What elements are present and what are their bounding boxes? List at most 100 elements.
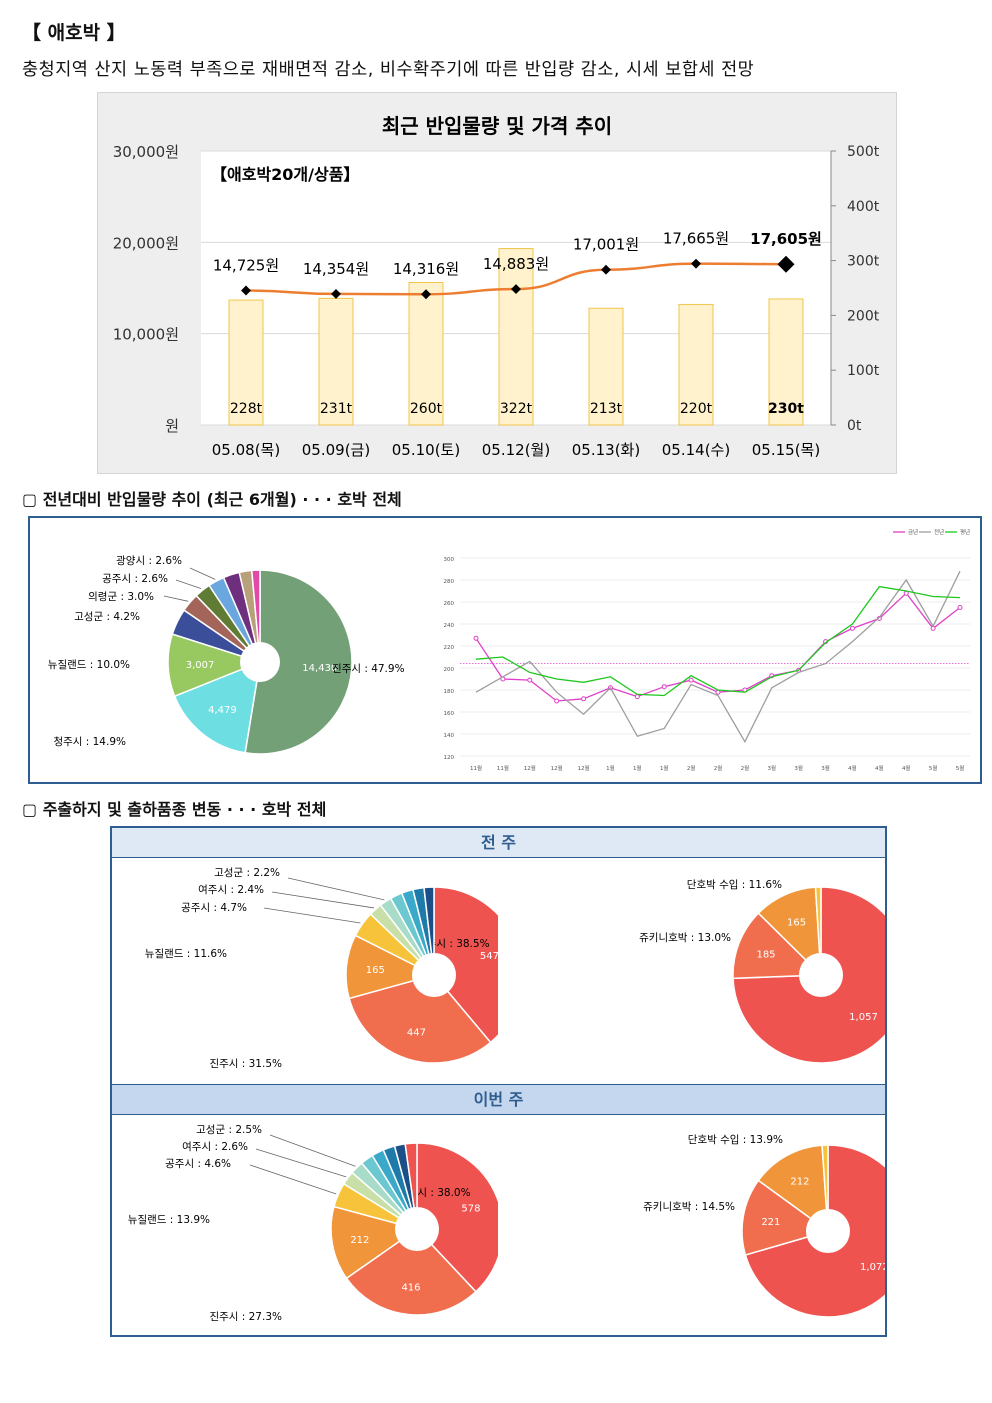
inset-label: 【애호박20개/상품】 <box>211 165 359 184</box>
series-point <box>527 677 533 683</box>
x-tick-label: 4월 <box>902 764 911 772</box>
series-point <box>473 635 479 641</box>
slice-label: 고성군 : 2.2% <box>214 867 280 879</box>
x-tick-label: 12월 <box>524 764 536 772</box>
leader-line <box>175 579 202 590</box>
pie-hole <box>240 642 280 682</box>
y-right-tick-label: 200t <box>847 308 880 324</box>
y-right-tick-label: 0t <box>847 418 862 434</box>
section-title-volume-trend: ▢ 전년대비 반입물량 추이 (최근 6개월) · · · 호박 전체 <box>22 490 402 509</box>
slice-value-label: 212 <box>790 1176 809 1187</box>
slice-value-label: 1,057 <box>849 1012 878 1023</box>
price-marker <box>241 285 251 296</box>
price-label: 17,665원 <box>663 230 729 248</box>
price-marker <box>511 284 521 295</box>
x-tick-label: 05.09(금) <box>302 441 370 459</box>
x-tick-label: 1월 <box>606 764 615 772</box>
y-left-tick-label: 원 <box>165 417 179 435</box>
legend-label: 평년 <box>960 528 970 536</box>
series-point <box>688 677 694 683</box>
x-tick-label: 05.14(수) <box>662 441 730 459</box>
slice-value-label: 212 <box>350 1235 369 1246</box>
pie-slice <box>741 1179 830 1256</box>
slice-label: 의령군 : 3.0% <box>88 591 154 603</box>
series-line <box>475 592 961 702</box>
slice-label: 뉴질랜드 : 10.0% <box>48 659 130 671</box>
slice-value-label: 547 <box>480 951 498 962</box>
pie-hole <box>395 1207 439 1251</box>
pie-slice <box>814 886 822 976</box>
price-volume-chart: 최근 반입물량 및 가격 추이원 10,000원 20,000원 30,000원 0t 1… <box>113 114 880 459</box>
y-tick-label: 180 <box>444 689 455 695</box>
slice-label: 공주시 : 4.6% <box>165 1158 231 1170</box>
slice-label: 쥬키니호박 : 14.5% <box>643 1201 735 1213</box>
x-tick-label: 1월 <box>660 764 669 772</box>
slice-value-label: 578 <box>461 1204 480 1215</box>
leader-line <box>287 877 385 901</box>
slice-value-label: 185 <box>756 950 775 961</box>
legend-label: 금년 <box>908 528 918 536</box>
slice-label: 진주시 : 31.5% <box>209 1058 282 1070</box>
volume-bar <box>228 299 264 426</box>
volume-bar <box>678 303 714 426</box>
leader-line <box>189 567 216 580</box>
prev-week-band: 전 주 <box>112 828 885 858</box>
slice-value-label: 165 <box>787 917 806 928</box>
y-tick-label: 240 <box>444 623 455 629</box>
x-tick-label: 1월 <box>633 764 642 772</box>
page-subtitle: 충청지역 산지 노동력 부족으로 재배면적 감소, 비수확주기에 따른 반입량 … <box>22 60 755 80</box>
x-tick-label: 05.12(월) <box>482 441 550 459</box>
price-label: 14,316원 <box>393 260 459 278</box>
legend-label: 전년 <box>934 528 944 536</box>
volume-bar <box>768 298 804 426</box>
x-tick-label: 3월 <box>794 764 803 772</box>
y-right-tick-label: 100t <box>847 363 880 379</box>
pie-slice <box>423 886 435 976</box>
x-tick-label: 3월 <box>767 764 776 772</box>
volume-label: 213t <box>590 401 623 417</box>
leader-line <box>163 595 189 602</box>
volume-label: 230t <box>768 401 804 417</box>
slice-label: 여주시 : 2.4% <box>198 884 264 896</box>
volume-bar <box>408 282 444 426</box>
volume-label: 322t <box>500 401 533 417</box>
price-label: 14,354원 <box>303 260 369 278</box>
y-right-tick-label: 500t <box>847 144 880 160</box>
leader-line <box>249 1164 337 1195</box>
pie-slice <box>250 569 261 663</box>
slice-value-label: 221 <box>761 1217 780 1228</box>
y-left-tick-label: 20,000원 <box>113 234 179 252</box>
y-tick-label: 200 <box>444 667 455 673</box>
price-marker <box>691 258 701 269</box>
x-tick-label: 12월 <box>578 764 590 772</box>
pie-slice <box>732 912 823 980</box>
price-label: 14,883원 <box>483 255 549 273</box>
pie-slice <box>173 660 261 754</box>
slice-label: 공주시 : 2.6% <box>102 573 168 585</box>
slice-label: 진주시 : 47.9% <box>332 663 405 675</box>
x-tick-label: 05.15(목) <box>752 441 820 459</box>
leader-line <box>271 891 375 909</box>
slice-label: 뉴질랜드 : 11.6% <box>145 948 227 960</box>
y-right-tick-label: 300t <box>847 254 880 270</box>
series-point <box>634 694 640 700</box>
origin-variety-panel: 전 주 547 청주시 : 38.5% 447 진주시 : 31.5% 165 뉴질랜드 … <box>110 826 887 1337</box>
pie-slice <box>345 1228 477 1316</box>
x-tick-label: 05.13(화) <box>572 441 640 459</box>
y-left-tick-label: 30,000원 <box>113 143 179 161</box>
series-point <box>849 625 855 631</box>
y-tick-label: 220 <box>444 645 455 651</box>
pie-slice <box>345 934 437 1000</box>
x-tick-label: 12월 <box>551 764 563 772</box>
slice-value-label: 14,430 <box>302 663 337 674</box>
volume-bar <box>498 248 534 426</box>
slice-value-label: 165 <box>366 965 385 976</box>
pie-slice <box>757 886 822 977</box>
leader-line <box>255 1148 347 1178</box>
pie-slice <box>732 886 885 1064</box>
slice-value-label: 4,479 <box>208 705 237 716</box>
